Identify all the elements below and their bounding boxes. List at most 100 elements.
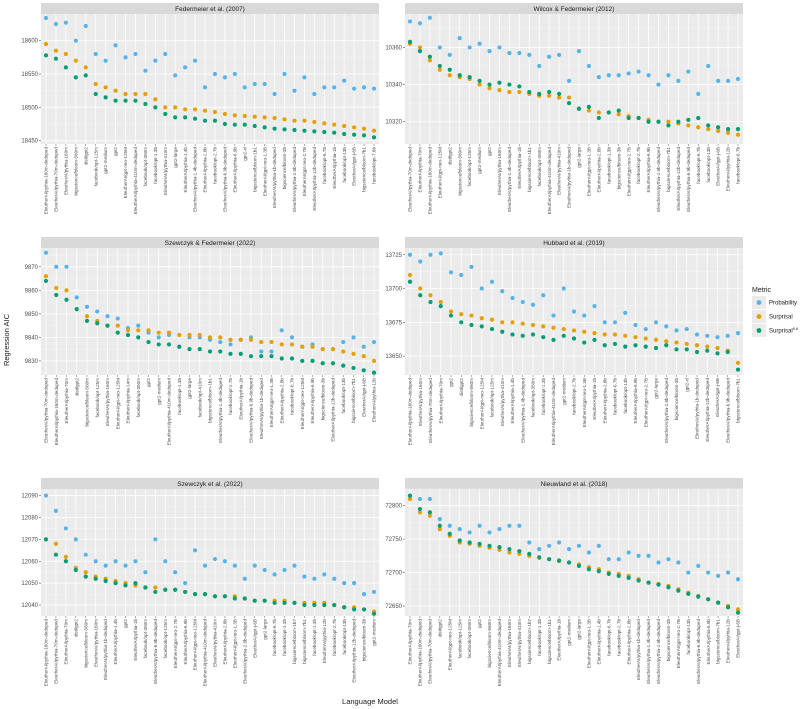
data-point [566,95,572,100]
series-surprisal-power [43,537,377,616]
x-tick-label: gpt2 [113,147,118,156]
data-point [459,320,464,325]
data-point [467,75,472,80]
x-tick-label: EleutherAI/gpt-neo-125M [193,619,198,671]
data-point [73,75,78,80]
legend-label-surprisal-power: Surprisal0.6 [769,326,799,335]
x-tick-label: EleutherAI/pythia-1.4b [183,147,188,193]
x-tick-label: EleutherAI/pythia-2.8b-deduped [656,147,661,212]
data-point [602,343,607,348]
x-tick-label: gpt2 [146,378,151,387]
facet-strip [405,237,743,248]
x-tick-label: EleutherAI/pythia-2.8b [279,378,284,424]
data-point [706,127,711,132]
data-point [342,78,347,83]
data-point [427,510,432,515]
x-tick-label: facebook/opt-350m [143,147,148,187]
data-point [43,250,49,255]
data-point [586,104,592,109]
data-point [95,321,100,326]
x-tick-label: gpt2 [477,619,482,628]
data-point [537,555,542,560]
x-tick-label: gpt2 [449,378,454,387]
data-point [95,309,100,314]
legend-key-surprisal [756,314,762,319]
data-point [517,84,522,89]
y-tick-label: 9840 [25,335,39,341]
data-point [694,343,700,348]
data-point [73,537,78,542]
data-point [371,86,377,91]
data-point [173,587,178,592]
x-tick-label: EleutherAI/gpt-neo-1.3B [269,378,274,427]
data-point [489,279,495,284]
x-tick-label: bigscience/bloom-1b1 [252,147,257,192]
x-tick-label: EleutherAI/gpt-neo-125M [479,378,484,430]
data-point [352,125,357,130]
data-point [646,73,651,78]
x-tick-label: EleutherAI/gpt-neo-1.3B [262,147,267,196]
data-point [716,78,721,83]
x-tick-label: bigscience/bloom-3b [666,619,671,662]
data-point [407,252,413,257]
data-point [469,313,474,318]
data-point [371,358,377,363]
data-point [361,85,367,90]
data-point [292,88,297,93]
data-point [582,340,587,345]
data-point [715,351,720,356]
data-point [541,335,546,340]
data-point [447,67,452,72]
data-point [448,309,454,314]
data-point [43,274,49,279]
data-point [125,328,131,333]
x-tick-label: EleutherAI/pythia-410m-deduped [203,619,208,687]
data-point [500,289,505,294]
data-point [653,345,659,351]
y-tick-label: 72650 [385,604,402,610]
data-point [115,316,120,321]
x-tick-label: facebook/opt-1.3b [282,619,287,656]
x-tick-label: gpt2-large [654,378,659,399]
facet-panel-3: Szewczyk & Federmeier (2022) 9870 9860 9850… [25,237,379,445]
data-point [302,602,307,608]
x-tick-label: EleutherAI/pythia-6.9b [232,147,237,193]
series-surprisal-power [407,493,741,615]
series-surprisal [407,272,741,365]
data-point [238,351,243,356]
x-tick-label: facebook/opt-6.7b [290,378,295,415]
facet-strip [41,237,379,248]
data-point [207,349,213,354]
data-point [643,326,648,332]
data-point [576,106,582,111]
data-point [173,73,178,78]
data-point [530,322,536,328]
y-tick-label: 12040 [21,603,38,609]
x-tick-label: bigscience/bloom-560m [469,378,474,427]
x-tick-label: facebook/opt-125m [93,147,98,187]
data-point [352,607,357,612]
x-tick-label: EleutherAI/pythia-70m-deduped [54,147,59,212]
data-point [510,320,515,325]
x-tick-label: bigscience/bloom-7b1 [351,378,356,423]
facet-panel-6: Nieuwland et al. (2018) 72800 72750 72700 72… [385,478,743,686]
data-point [282,600,287,605]
x-tick-label: facebook/opt-350m [467,619,472,659]
data-point [459,272,464,278]
data-point [427,513,432,518]
data-point [282,127,287,132]
data-point [427,15,432,20]
x-tick-label: EleutherAI/gpt-neo-1.3B [587,147,592,196]
data-point [320,347,325,352]
legend-key-surprisal-power [756,328,762,333]
data-point [725,127,731,132]
data-point [252,563,257,568]
data-point [125,332,131,338]
data-point [289,356,295,361]
data-point [83,570,88,575]
data-point [262,125,267,130]
x-tick-label: EleutherAI/pythia-1b-deduped [695,378,700,439]
data-point [302,574,307,579]
x-tick-label: EleutherAI/pythia-1b [332,147,337,189]
data-point [74,307,79,312]
